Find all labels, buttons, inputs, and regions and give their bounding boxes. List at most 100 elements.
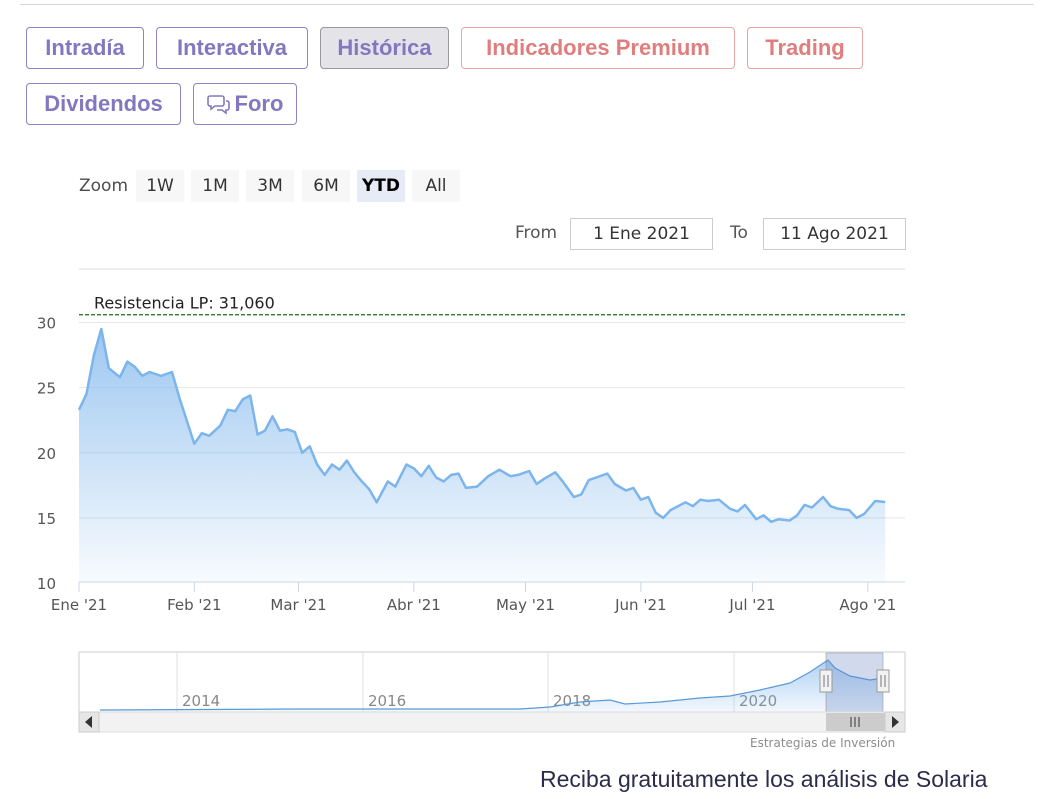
data-point xyxy=(85,393,87,395)
scroll-right-button[interactable] xyxy=(884,711,906,733)
data-point xyxy=(614,483,616,485)
data-point xyxy=(264,429,266,431)
zoom-1w-button[interactable]: 1W xyxy=(136,170,184,202)
navigator-year-label: 2016 xyxy=(368,692,406,710)
data-point xyxy=(100,328,102,330)
data-point xyxy=(353,471,355,473)
data-point xyxy=(141,375,143,377)
navigator-line xyxy=(99,659,884,711)
scroll-left-button[interactable] xyxy=(78,711,100,733)
zoom-1m-button[interactable]: 1M xyxy=(191,170,239,202)
data-point xyxy=(647,496,649,498)
data-point xyxy=(119,376,121,378)
navigator-area xyxy=(100,660,883,712)
tab-intradia[interactable]: Intradía xyxy=(26,27,144,69)
tab-dividendos[interactable]: Dividendos xyxy=(26,83,181,125)
data-point xyxy=(361,480,363,482)
data-point xyxy=(346,459,348,461)
data-point xyxy=(108,367,110,369)
data-point xyxy=(413,467,415,469)
data-point xyxy=(655,512,657,514)
data-point xyxy=(625,489,627,491)
data-point xyxy=(729,508,731,510)
tab-trading[interactable]: Trading xyxy=(747,27,863,69)
zoom-all-button[interactable]: All xyxy=(412,170,460,202)
data-point xyxy=(554,471,556,473)
data-point xyxy=(286,428,288,430)
resistance-label: Resistencia LP: 31,060 xyxy=(94,294,275,313)
tab-interactiva[interactable]: Interactiva xyxy=(156,27,308,69)
chat-bubbles-icon xyxy=(206,95,230,115)
y-tick-label: 20 xyxy=(37,445,56,463)
data-point xyxy=(435,476,437,478)
scrollbar xyxy=(78,711,906,733)
scrollbar-thumb[interactable] xyxy=(826,713,885,731)
data-point xyxy=(338,469,340,471)
navigator-left-handle[interactable] xyxy=(819,669,833,693)
data-point xyxy=(171,371,173,373)
data-point xyxy=(588,479,590,481)
data-point xyxy=(78,409,80,411)
data-point xyxy=(323,474,325,476)
y-tick-label: 30 xyxy=(37,315,56,333)
zoom-3m-button[interactable]: 3M xyxy=(246,170,294,202)
data-point xyxy=(632,487,634,489)
data-point xyxy=(848,509,850,511)
data-point xyxy=(811,506,813,508)
data-point xyxy=(874,500,876,502)
data-point xyxy=(368,488,370,490)
data-point xyxy=(487,475,489,477)
data-point xyxy=(134,366,136,368)
x-tick-label: Ago '21 xyxy=(839,596,896,614)
data-point xyxy=(535,483,537,485)
data-point xyxy=(242,398,244,400)
data-point xyxy=(796,514,798,516)
navigator-selection[interactable] xyxy=(825,652,884,713)
range-to-input[interactable]: 11 Ago 2021 xyxy=(763,218,906,250)
x-tick-label: Abr '21 xyxy=(387,596,441,614)
data-point xyxy=(256,433,258,435)
data-point xyxy=(219,424,221,426)
price-area xyxy=(79,329,886,583)
data-point xyxy=(294,431,296,433)
data-point xyxy=(562,480,564,482)
data-point xyxy=(405,463,407,465)
data-point xyxy=(193,443,195,445)
navigator-year-label: 2020 xyxy=(739,692,777,710)
y-tick-label: 10 xyxy=(37,575,56,593)
data-point xyxy=(331,463,333,465)
navigator-right-handle[interactable] xyxy=(876,669,890,693)
cta-text: Reciba gratuitamente los análisis de Sol… xyxy=(540,766,988,792)
top-divider xyxy=(20,4,1034,5)
data-point xyxy=(208,435,210,437)
data-point xyxy=(837,508,839,510)
data-point xyxy=(249,394,251,396)
scrollbar-track[interactable] xyxy=(78,711,906,733)
x-tick-label: Ene '21 xyxy=(51,596,107,614)
data-point xyxy=(498,469,500,471)
data-point xyxy=(755,518,757,520)
tab-historica[interactable]: Histórica xyxy=(320,27,449,69)
data-point xyxy=(428,465,430,467)
data-point xyxy=(126,360,128,362)
data-point xyxy=(476,485,478,487)
data-point xyxy=(762,514,764,516)
x-tick-label: Feb '21 xyxy=(167,596,222,614)
data-point xyxy=(227,409,229,411)
tab-indicadores-premium[interactable]: Indicadores Premium xyxy=(461,27,735,69)
range-to-label: To xyxy=(730,223,748,243)
x-tick-label: Mar '21 xyxy=(270,596,326,614)
x-tick-label: May '21 xyxy=(496,596,555,614)
zoom-ytd-button[interactable]: YTD xyxy=(357,170,405,202)
data-point xyxy=(770,521,772,523)
data-point xyxy=(509,475,511,477)
data-point xyxy=(699,499,701,501)
range-from-input[interactable]: 1 Ene 2021 xyxy=(570,218,713,250)
chart-credits[interactable]: Estrategias de Inversión xyxy=(750,736,896,750)
x-tick-label: Jun '21 xyxy=(614,596,666,614)
data-point xyxy=(580,493,582,495)
zoom-6m-button[interactable]: 6M xyxy=(302,170,350,202)
tab-foro[interactable]: Foro xyxy=(193,83,297,125)
navigator-year-label: 2018 xyxy=(553,692,591,710)
data-point xyxy=(528,470,530,472)
